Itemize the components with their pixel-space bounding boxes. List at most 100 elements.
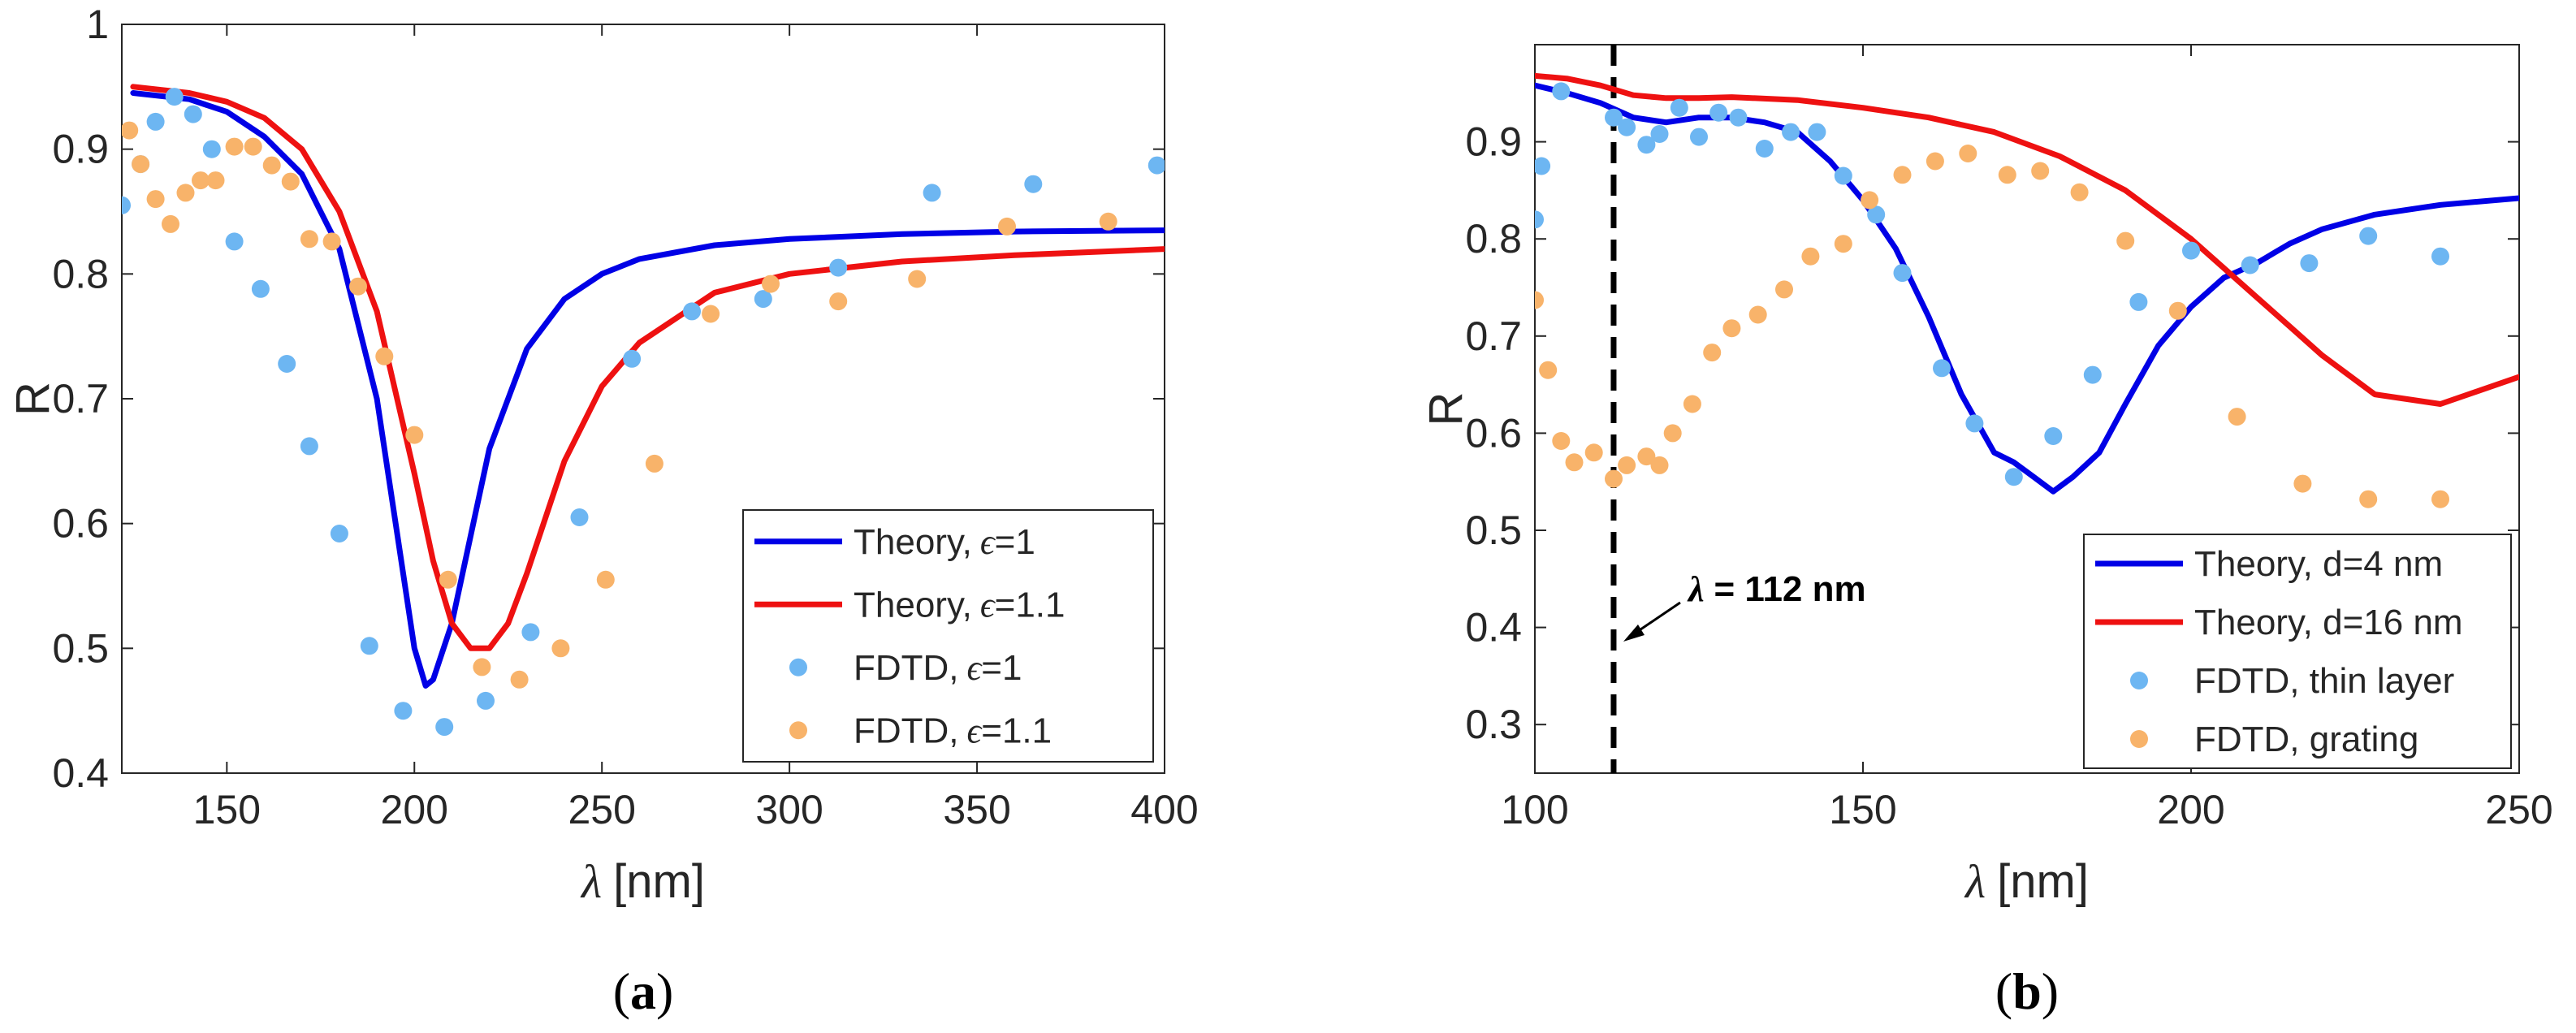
y-axis-label: R [1420, 392, 1472, 426]
data-point-s3-16 [1834, 235, 1852, 253]
data-point-s2-9 [1709, 103, 1728, 122]
data-point-s3-3 [162, 214, 179, 233]
data-point-s2-9 [300, 437, 318, 456]
legend-dot-swatch [789, 658, 807, 676]
legend-entry-1: Theory, d=16 nm [2194, 603, 2463, 642]
data-point-s3-8 [1650, 456, 1669, 474]
data-point-s2-3 [1605, 108, 1623, 127]
data-point-s3-22 [702, 305, 720, 323]
legend-entry-0: Theory, ϵ=1 [854, 522, 1035, 562]
data-point-s3-24 [829, 292, 848, 311]
data-point-s3-14 [1775, 280, 1793, 299]
legend-dot-swatch [2130, 672, 2148, 689]
data-point-s3-4 [1584, 443, 1603, 462]
data-point-s2-5 [1637, 136, 1656, 154]
data-point-s2-18 [1965, 414, 1984, 433]
data-point-s3-26 [998, 217, 1016, 236]
data-point-s3-12 [1722, 319, 1741, 338]
data-point-s2-3 [165, 88, 184, 106]
data-point-s2-11 [360, 637, 378, 655]
data-point-s2-25 [2300, 254, 2319, 273]
data-point-s3-13 [349, 277, 367, 296]
data-point-s2-26 [2359, 227, 2378, 245]
panel-paren-open: ( [613, 962, 630, 1020]
data-point-s3-25 [2168, 301, 2187, 320]
data-point-s3-0 [122, 121, 139, 140]
data-point-s3-12 [322, 232, 341, 251]
panel-letter: a [630, 962, 656, 1020]
data-point-s3-21 [1998, 166, 2016, 184]
y-tick-label: 0.7 [52, 376, 109, 421]
data-point-s3-21 [645, 454, 663, 473]
data-point-s2-2 [146, 112, 165, 131]
x-axis-unit: [nm] [613, 855, 705, 908]
data-point-s2-15 [1867, 205, 1886, 224]
y-tick-label: 1 [86, 2, 109, 47]
data-point-s2-15 [521, 623, 540, 642]
annotation-symbol: λ [1687, 569, 1705, 609]
data-point-s3-9 [1663, 424, 1682, 443]
y-tick-label: 0.3 [1465, 702, 1522, 747]
legend-entry-prefix: Theory, [854, 585, 972, 625]
x-axis-symbol: λ [1964, 855, 1986, 908]
data-point-s3-25 [908, 270, 927, 288]
series-group [122, 84, 1165, 737]
legend-entry-1: Theory, ϵ=1.1 [854, 585, 1065, 625]
data-point-s3-2 [1552, 432, 1571, 450]
data-point-s3-23 [762, 274, 780, 293]
data-point-s3-1 [1539, 361, 1558, 379]
legend-dot-swatch [789, 721, 807, 740]
x-axis-unit: [nm] [1997, 855, 2089, 908]
legend-entry-symbol: ϵ [967, 711, 983, 750]
data-point-s2-22 [2129, 292, 2148, 311]
x-tick-label: 150 [193, 787, 261, 832]
data-point-s2-7 [1670, 98, 1688, 117]
annotation-arrow-head [1623, 625, 1645, 642]
y-tick-label: 0.6 [52, 501, 109, 547]
data-point-s2-5 [202, 140, 221, 158]
data-point-s2-23 [2182, 241, 2200, 260]
data-point-s3-2 [146, 190, 165, 209]
legend-entry-3: FDTD, ϵ=1.1 [854, 711, 1052, 750]
y-tick-label: 0.9 [1465, 119, 1522, 165]
data-point-s3-10 [1683, 395, 1701, 413]
legend-box [742, 509, 1154, 763]
y-tick-label: 0.6 [1465, 410, 1522, 456]
annotation-label: λ = 112 nm [1687, 569, 1866, 609]
data-point-s2-20 [2044, 427, 2063, 445]
data-point-s2-0 [1535, 210, 1544, 229]
panel-paren-close: ) [2042, 962, 2059, 1020]
series-line-1 [130, 84, 1165, 651]
data-point-s3-27 [2293, 474, 2312, 493]
legend-entry-suffix: =1.1 [995, 585, 1065, 625]
y-tick-label: 0.8 [1465, 216, 1522, 261]
data-point-s3-17 [473, 658, 491, 676]
data-point-s2-19 [2004, 468, 2023, 486]
data-point-s3-22 [2031, 162, 2050, 180]
panel-paren-close: ) [656, 962, 673, 1020]
legend-entry-symbol: ϵ [980, 585, 996, 625]
data-point-s2-10 [1729, 108, 1748, 127]
data-point-s2-17 [1933, 359, 1951, 378]
panel-label: (b) [1995, 962, 2059, 1020]
y-tick-label: 0.4 [1465, 605, 1522, 650]
data-point-s2-21 [923, 184, 941, 202]
data-point-s3-20 [1959, 145, 1977, 162]
data-point-s3-19 [551, 639, 570, 658]
data-point-s3-3 [1565, 453, 1584, 472]
data-point-s2-8 [278, 355, 296, 373]
data-point-s3-18 [1893, 166, 1912, 184]
data-point-s2-14 [477, 691, 495, 710]
data-point-s3-6 [1618, 456, 1636, 474]
data-point-s3-6 [206, 171, 225, 190]
legend-entry-3: FDTD, grating [2194, 720, 2418, 759]
x-tick-label: 300 [755, 787, 823, 832]
data-point-s2-7 [251, 279, 270, 298]
data-point-s3-23 [2070, 183, 2089, 201]
data-point-s2-8 [1690, 128, 1708, 146]
data-point-s3-26 [2228, 408, 2246, 426]
data-point-s3-7 [225, 137, 244, 156]
data-point-s3-8 [244, 137, 262, 156]
